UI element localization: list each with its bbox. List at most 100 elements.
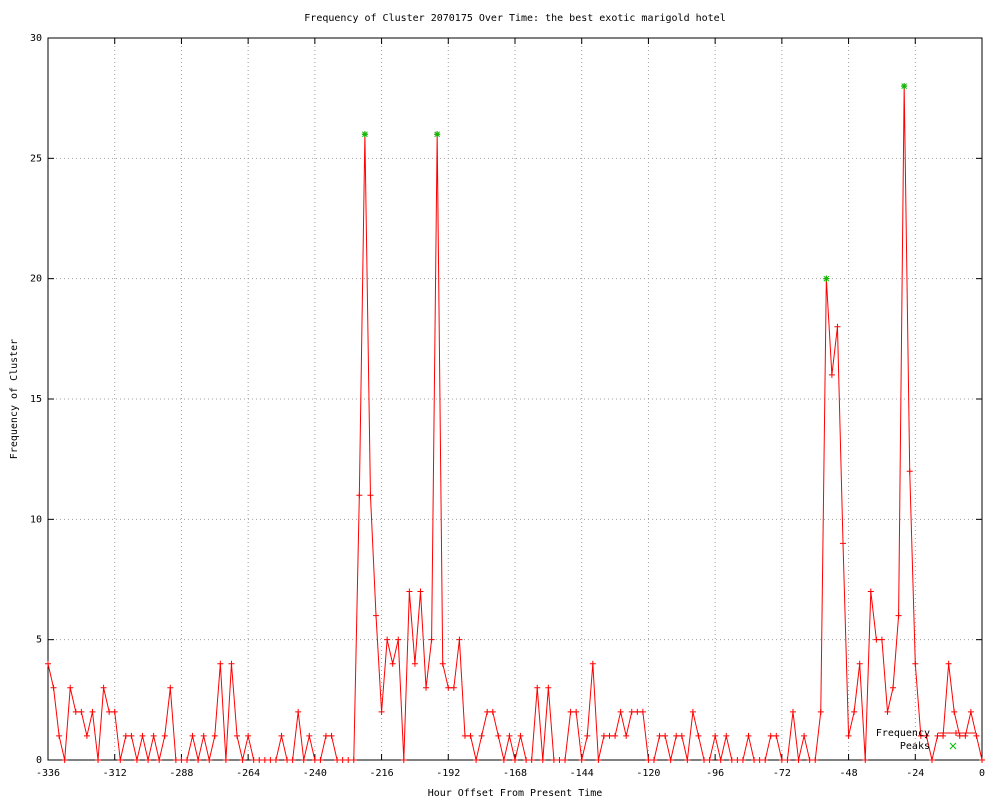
point-marker	[917, 732, 924, 739]
point-marker	[801, 732, 808, 739]
point-marker	[295, 708, 302, 715]
point-marker	[656, 732, 663, 739]
point-marker	[206, 757, 213, 763]
point-marker	[778, 757, 785, 763]
point-marker	[812, 757, 819, 763]
x-tick-label: -192	[436, 768, 460, 779]
point-marker	[506, 732, 513, 739]
point-marker	[545, 684, 552, 691]
point-marker	[439, 660, 446, 667]
point-marker	[67, 684, 74, 691]
point-marker	[428, 636, 435, 643]
point-marker	[945, 660, 952, 667]
point-marker	[851, 708, 858, 715]
point-marker	[133, 757, 140, 763]
point-marker	[806, 757, 813, 763]
point-marker	[834, 323, 841, 330]
point-marker	[867, 588, 874, 595]
point-marker	[306, 732, 313, 739]
point-marker	[311, 757, 318, 763]
peak-marker	[823, 275, 830, 282]
point-marker	[334, 757, 341, 763]
point-marker	[512, 757, 518, 763]
point-marker	[667, 757, 674, 763]
y-tick-label: 25	[30, 153, 42, 164]
y-tick-label: 0	[36, 755, 42, 766]
point-marker	[784, 757, 791, 763]
point-marker	[423, 684, 430, 691]
point-marker	[906, 468, 913, 475]
point-marker	[317, 757, 324, 763]
point-marker	[695, 732, 702, 739]
point-marker	[923, 732, 930, 739]
point-marker	[239, 757, 246, 763]
y-tick-label: 30	[30, 33, 42, 44]
point-marker	[395, 636, 402, 643]
point-marker	[728, 757, 735, 763]
point-marker	[245, 732, 252, 739]
point-marker	[756, 757, 763, 763]
point-marker	[150, 732, 157, 739]
point-marker	[400, 757, 407, 763]
point-marker	[845, 732, 852, 739]
point-marker	[378, 708, 385, 715]
point-marker	[862, 757, 869, 763]
point-marker	[895, 612, 902, 619]
point-marker	[161, 732, 168, 739]
point-marker	[300, 757, 307, 763]
point-marker	[356, 492, 363, 499]
point-marker	[500, 757, 507, 763]
point-marker	[706, 757, 713, 763]
point-marker	[673, 732, 680, 739]
point-marker	[72, 708, 79, 715]
y-axis-label: Frequency of Cluster	[9, 339, 20, 459]
point-marker	[61, 757, 68, 763]
point-marker	[272, 757, 279, 763]
point-marker	[684, 757, 691, 763]
x-tick-label: -144	[570, 768, 594, 779]
point-marker	[589, 660, 596, 667]
point-marker	[556, 757, 563, 763]
point-marker	[234, 732, 241, 739]
point-marker	[217, 660, 224, 667]
point-marker	[417, 588, 424, 595]
point-marker	[261, 757, 268, 763]
point-marker	[717, 757, 724, 763]
point-marker	[795, 757, 802, 763]
point-marker	[183, 757, 190, 763]
legend-label: Frequency	[876, 728, 930, 739]
point-marker	[678, 732, 685, 739]
point-marker	[211, 732, 218, 739]
point-marker	[689, 708, 696, 715]
point-marker	[461, 732, 468, 739]
y-tick-label: 10	[30, 514, 42, 525]
y-tick-label: 5	[36, 635, 42, 646]
point-marker	[612, 732, 619, 739]
point-marker	[45, 660, 51, 667]
y-tick-label: 15	[30, 394, 42, 405]
point-marker	[406, 588, 413, 595]
point-marker	[751, 757, 758, 763]
point-marker	[940, 732, 947, 739]
point-marker	[195, 757, 202, 763]
point-marker	[739, 757, 746, 763]
point-marker	[951, 708, 958, 715]
point-marker	[628, 708, 635, 715]
point-marker	[517, 732, 524, 739]
point-marker	[745, 732, 752, 739]
point-marker	[762, 757, 769, 763]
point-marker	[172, 757, 179, 763]
point-marker	[701, 757, 708, 763]
point-marker	[650, 757, 657, 763]
point-marker	[339, 757, 346, 763]
point-marker	[78, 708, 85, 715]
point-marker	[267, 757, 274, 763]
point-marker	[128, 732, 135, 739]
point-marker	[278, 732, 285, 739]
point-marker	[873, 636, 880, 643]
point-marker	[584, 732, 591, 739]
point-marker	[367, 492, 374, 499]
point-marker	[534, 684, 541, 691]
x-tick-label: -336	[36, 768, 60, 779]
point-marker	[723, 732, 730, 739]
